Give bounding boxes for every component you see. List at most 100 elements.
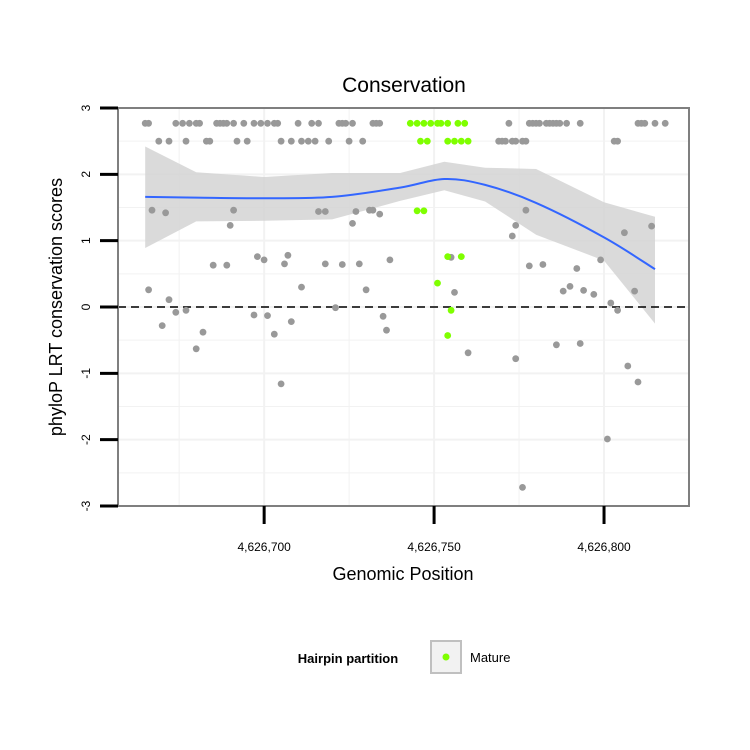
other-point-72 — [230, 206, 238, 214]
other-point-126 — [553, 341, 560, 349]
other-point-74 — [321, 208, 329, 215]
other-point-68 — [661, 119, 669, 127]
other-point-1 — [145, 119, 153, 127]
other-point-120 — [332, 304, 339, 312]
other-point-50 — [522, 137, 530, 145]
other-point-115 — [250, 311, 258, 319]
other-point-28 — [298, 137, 305, 145]
other-point-88 — [254, 253, 261, 260]
data-points — [141, 119, 669, 491]
other-point-27 — [294, 119, 302, 127]
other-point-37 — [345, 137, 353, 145]
loess-curve — [145, 177, 656, 271]
other-point-70 — [162, 209, 170, 217]
mature-point-0 — [406, 119, 414, 127]
other-point-105 — [580, 287, 587, 294]
other-point-7 — [186, 119, 193, 127]
other-point-5 — [179, 119, 187, 127]
other-point-17 — [233, 137, 241, 145]
other-point-108 — [145, 286, 153, 294]
other-point-18 — [240, 119, 248, 127]
other-point-85 — [648, 222, 655, 230]
x-axis-title: Genomic Position — [332, 564, 473, 584]
mature-point-3 — [427, 119, 435, 127]
other-point-9 — [196, 119, 204, 127]
other-point-103 — [566, 283, 574, 290]
other-point-66 — [641, 119, 649, 127]
other-point-81 — [512, 222, 520, 229]
other-point-20 — [250, 119, 258, 127]
smooth-curve — [145, 177, 656, 271]
other-point-99 — [451, 289, 458, 296]
y-tick-label-2: -1 — [79, 368, 93, 379]
other-point-83 — [597, 256, 604, 264]
other-point-73 — [315, 208, 322, 215]
other-point-79 — [376, 210, 384, 218]
other-point-24 — [274, 119, 282, 127]
other-point-29 — [304, 137, 312, 145]
legend-title: Hairpin partition — [298, 651, 398, 666]
y-tick-label-4: 1 — [79, 237, 93, 244]
mature-point-6 — [444, 119, 452, 127]
other-point-19 — [243, 137, 251, 145]
other-point-100 — [525, 262, 533, 270]
other-point-11 — [206, 137, 214, 145]
other-point-127 — [576, 340, 584, 347]
other-point-106 — [590, 291, 598, 298]
other-point-48 — [512, 137, 520, 145]
other-point-101 — [539, 261, 547, 268]
other-point-71 — [226, 222, 234, 229]
other-point-107 — [631, 287, 638, 295]
other-point-104 — [573, 265, 581, 272]
other-point-78 — [369, 206, 377, 214]
mature-point-21 — [444, 332, 452, 339]
other-point-36 — [342, 119, 350, 127]
other-point-116 — [264, 312, 271, 319]
other-point-15 — [223, 119, 231, 127]
other-point-123 — [464, 349, 472, 357]
other-point-67 — [651, 119, 659, 127]
other-point-114 — [199, 328, 207, 336]
other-point-113 — [192, 345, 200, 353]
other-point-118 — [277, 380, 285, 388]
mature-point-13 — [457, 137, 465, 145]
x-tick-label-1: 4,626,750 — [407, 540, 461, 554]
other-point-95 — [355, 260, 363, 268]
mature-point-14 — [464, 137, 472, 145]
other-point-117 — [270, 330, 278, 338]
other-point-46 — [505, 119, 513, 127]
mature-point-12 — [451, 137, 458, 145]
other-point-4 — [172, 119, 180, 127]
mature-point-17 — [444, 253, 452, 260]
other-point-110 — [165, 296, 173, 304]
other-point-54 — [536, 119, 543, 127]
other-point-42 — [376, 119, 384, 127]
y-tick-label-1: -2 — [79, 434, 93, 445]
other-point-102 — [559, 287, 567, 295]
x-tick-label-2: 4,626,800 — [577, 540, 631, 554]
other-point-3 — [165, 137, 173, 145]
other-point-16 — [230, 119, 238, 127]
mature-point-1 — [413, 119, 421, 127]
other-point-82 — [522, 206, 530, 214]
other-point-89 — [260, 256, 268, 264]
other-point-22 — [264, 119, 271, 127]
other-point-26 — [287, 137, 295, 145]
other-point-121 — [379, 312, 387, 320]
other-point-75 — [349, 220, 356, 227]
other-point-128 — [604, 435, 611, 443]
y-tick-label-3: 0 — [79, 303, 93, 310]
y-tick-label-0: -3 — [79, 500, 93, 511]
other-point-91 — [284, 251, 292, 259]
x-tick-label-0: 4,626,700 — [237, 540, 291, 554]
other-point-45 — [502, 137, 509, 145]
mature-point-2 — [420, 119, 428, 127]
other-point-38 — [349, 119, 356, 127]
other-point-119 — [287, 318, 295, 325]
other-point-80 — [508, 232, 516, 240]
other-point-130 — [614, 306, 621, 314]
other-point-94 — [338, 261, 346, 268]
other-point-2 — [155, 137, 163, 145]
other-point-112 — [182, 306, 190, 314]
